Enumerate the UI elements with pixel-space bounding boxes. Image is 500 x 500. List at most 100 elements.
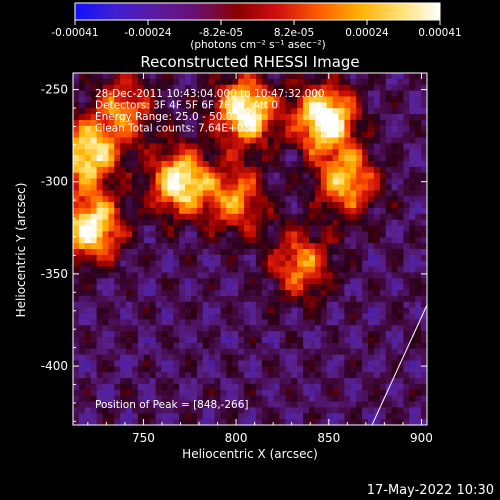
heatmap-cell: [261, 172, 269, 180]
heatmap-cell: [191, 354, 198, 362]
heatmap-cell: [332, 102, 340, 109]
heatmap-cell: [149, 225, 157, 232]
heatmap-cell: [303, 161, 310, 168]
heatmap-cell: [214, 301, 222, 309]
heatmap-cell: [226, 337, 233, 344]
heatmap-cell: [244, 90, 251, 98]
heatmap-cell: [155, 219, 163, 227]
heatmap-cell: [350, 331, 357, 338]
heatmap-cell: [385, 114, 393, 121]
heatmap-cell: [102, 225, 109, 232]
heatmap-cell: [196, 272, 204, 279]
heatmap-cell: [137, 84, 145, 92]
heatmap-cell: [409, 319, 416, 326]
heatmap-cell: [403, 284, 410, 291]
heatmap-cell: [90, 196, 98, 203]
heatmap-cell: [421, 348, 427, 356]
heatmap-cell: [409, 237, 416, 244]
heatmap-cell: [397, 178, 404, 186]
heatmap-cell: [267, 73, 275, 80]
heatmap-cell: [403, 196, 410, 203]
heatmap-cell: [250, 102, 257, 109]
heatmap-cell: [314, 207, 322, 215]
heatmap-cell: [173, 278, 180, 285]
heatmap-cell: [326, 272, 334, 279]
heatmap-cell: [326, 78, 334, 86]
heatmap-cell: [220, 143, 227, 150]
heatmap-cell: [421, 166, 427, 174]
heatmap-cell: [267, 137, 275, 144]
heatmap-cell: [238, 243, 245, 250]
heatmap-cell: [202, 90, 210, 98]
heatmap-cell: [303, 383, 310, 391]
heatmap-cell: [350, 184, 357, 191]
heatmap-cell: [132, 395, 139, 403]
heatmap-cell: [191, 290, 198, 297]
heatmap-cell: [191, 407, 198, 414]
heatmap-cell: [232, 260, 239, 268]
heatmap-cell: [397, 149, 404, 156]
heatmap-cell: [214, 243, 222, 250]
heatmap-cell: [267, 319, 275, 326]
heatmap-cell: [126, 161, 133, 168]
heatmap-cell: [232, 372, 239, 379]
heatmap-cell: [356, 231, 363, 238]
heatmap-cell: [362, 331, 369, 338]
heatmap-cell: [421, 78, 427, 86]
heatmap-cell: [214, 366, 222, 373]
heatmap-cell: [279, 237, 286, 244]
heatmap-cell: [409, 161, 416, 168]
heatmap-cell: [273, 96, 281, 103]
heatmap-cell: [320, 401, 328, 408]
heatmap-cell: [137, 237, 145, 244]
heatmap-cell: [167, 114, 174, 121]
heatmap-cell: [362, 172, 369, 180]
heatmap-cell: [250, 313, 257, 320]
heatmap-cell: [297, 219, 304, 227]
heatmap-cell: [350, 278, 357, 285]
heatmap-cell: [255, 254, 263, 262]
heatmap-cell: [238, 401, 245, 408]
heatmap-cell: [196, 313, 204, 320]
heatmap-cell: [185, 231, 192, 238]
heatmap-cell: [173, 254, 180, 262]
heatmap-cell: [132, 90, 139, 98]
heatmap-cell: [250, 90, 257, 98]
heatmap-cell: [155, 407, 163, 414]
heatmap-cell: [179, 155, 186, 162]
heatmap-cell: [226, 213, 233, 221]
heatmap-cell: [297, 337, 304, 344]
heatmap-cell: [255, 348, 263, 356]
heatmap-cell: [385, 207, 393, 215]
heatmap-cell: [373, 202, 381, 209]
heatmap-cell: [362, 149, 369, 156]
heatmap-cell: [126, 342, 133, 350]
heatmap-cell: [415, 190, 422, 197]
heatmap-cell: [350, 266, 357, 274]
heatmap-cell: [185, 401, 192, 408]
heatmap-cell: [356, 383, 363, 391]
heatmap-cell: [403, 125, 410, 133]
heatmap-cell: [373, 319, 381, 326]
heatmap-cell: [368, 348, 375, 356]
heatmap-cell: [73, 249, 80, 256]
heatmap-cell: [173, 401, 180, 408]
heatmap-cell: [179, 278, 186, 285]
heatmap-cell: [320, 166, 328, 174]
heatmap-cell: [155, 73, 163, 80]
heatmap-cell: [350, 84, 357, 92]
heatmap-cell: [191, 207, 198, 215]
heatmap-cell: [132, 119, 139, 127]
heatmap-cell: [137, 307, 145, 315]
heatmap-cell: [344, 78, 351, 86]
heatmap-cell: [208, 348, 216, 356]
heatmap-cell: [78, 166, 86, 174]
heatmap-cell: [291, 172, 298, 180]
heatmap-cell: [185, 254, 192, 262]
heatmap-cell: [279, 102, 286, 109]
heatmap-cell: [273, 354, 281, 362]
heatmap-cell: [173, 301, 180, 309]
heatmap-cell: [73, 108, 80, 115]
heatmap-cell: [356, 143, 363, 150]
heatmap-cell: [126, 90, 133, 98]
